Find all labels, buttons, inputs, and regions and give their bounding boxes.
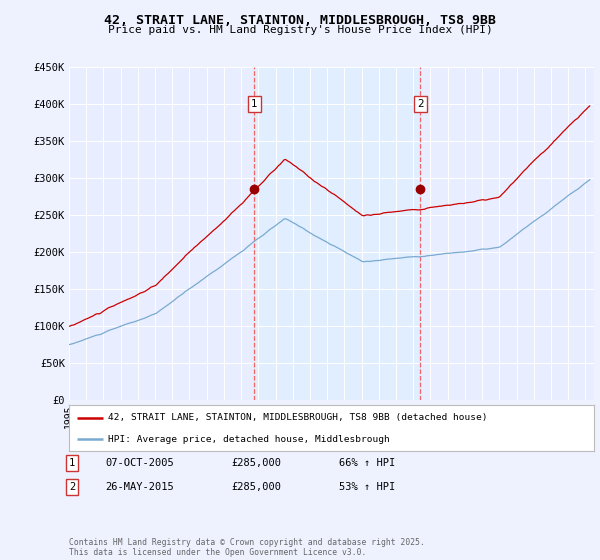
Text: £285,000: £285,000 [231,482,281,492]
Bar [254,67,420,400]
Text: 2: 2 [417,99,424,109]
Text: 53% ↑ HPI: 53% ↑ HPI [339,482,395,492]
Text: HPI: Average price, detached house, Middlesbrough: HPI: Average price, detached house, Midd… [109,435,390,444]
Text: Contains HM Land Registry data © Crown copyright and database right 2025.
This d: Contains HM Land Registry data © Crown c… [69,538,425,557]
Text: 42, STRAIT LANE, STAINTON, MIDDLESBROUGH, TS8 9BB (detached house): 42, STRAIT LANE, STAINTON, MIDDLESBROUGH… [109,413,488,422]
Text: 26-MAY-2015: 26-MAY-2015 [105,482,174,492]
Text: 42, STRAIT LANE, STAINTON, MIDDLESBROUGH, TS8 9BB: 42, STRAIT LANE, STAINTON, MIDDLESBROUGH… [104,14,496,27]
Text: Price paid vs. HM Land Registry's House Price Index (HPI): Price paid vs. HM Land Registry's House … [107,25,493,35]
Text: 1: 1 [69,458,75,468]
Text: £285,000: £285,000 [231,458,281,468]
Text: 07-OCT-2005: 07-OCT-2005 [105,458,174,468]
Text: 2: 2 [69,482,75,492]
Text: 66% ↑ HPI: 66% ↑ HPI [339,458,395,468]
Text: 1: 1 [251,99,257,109]
